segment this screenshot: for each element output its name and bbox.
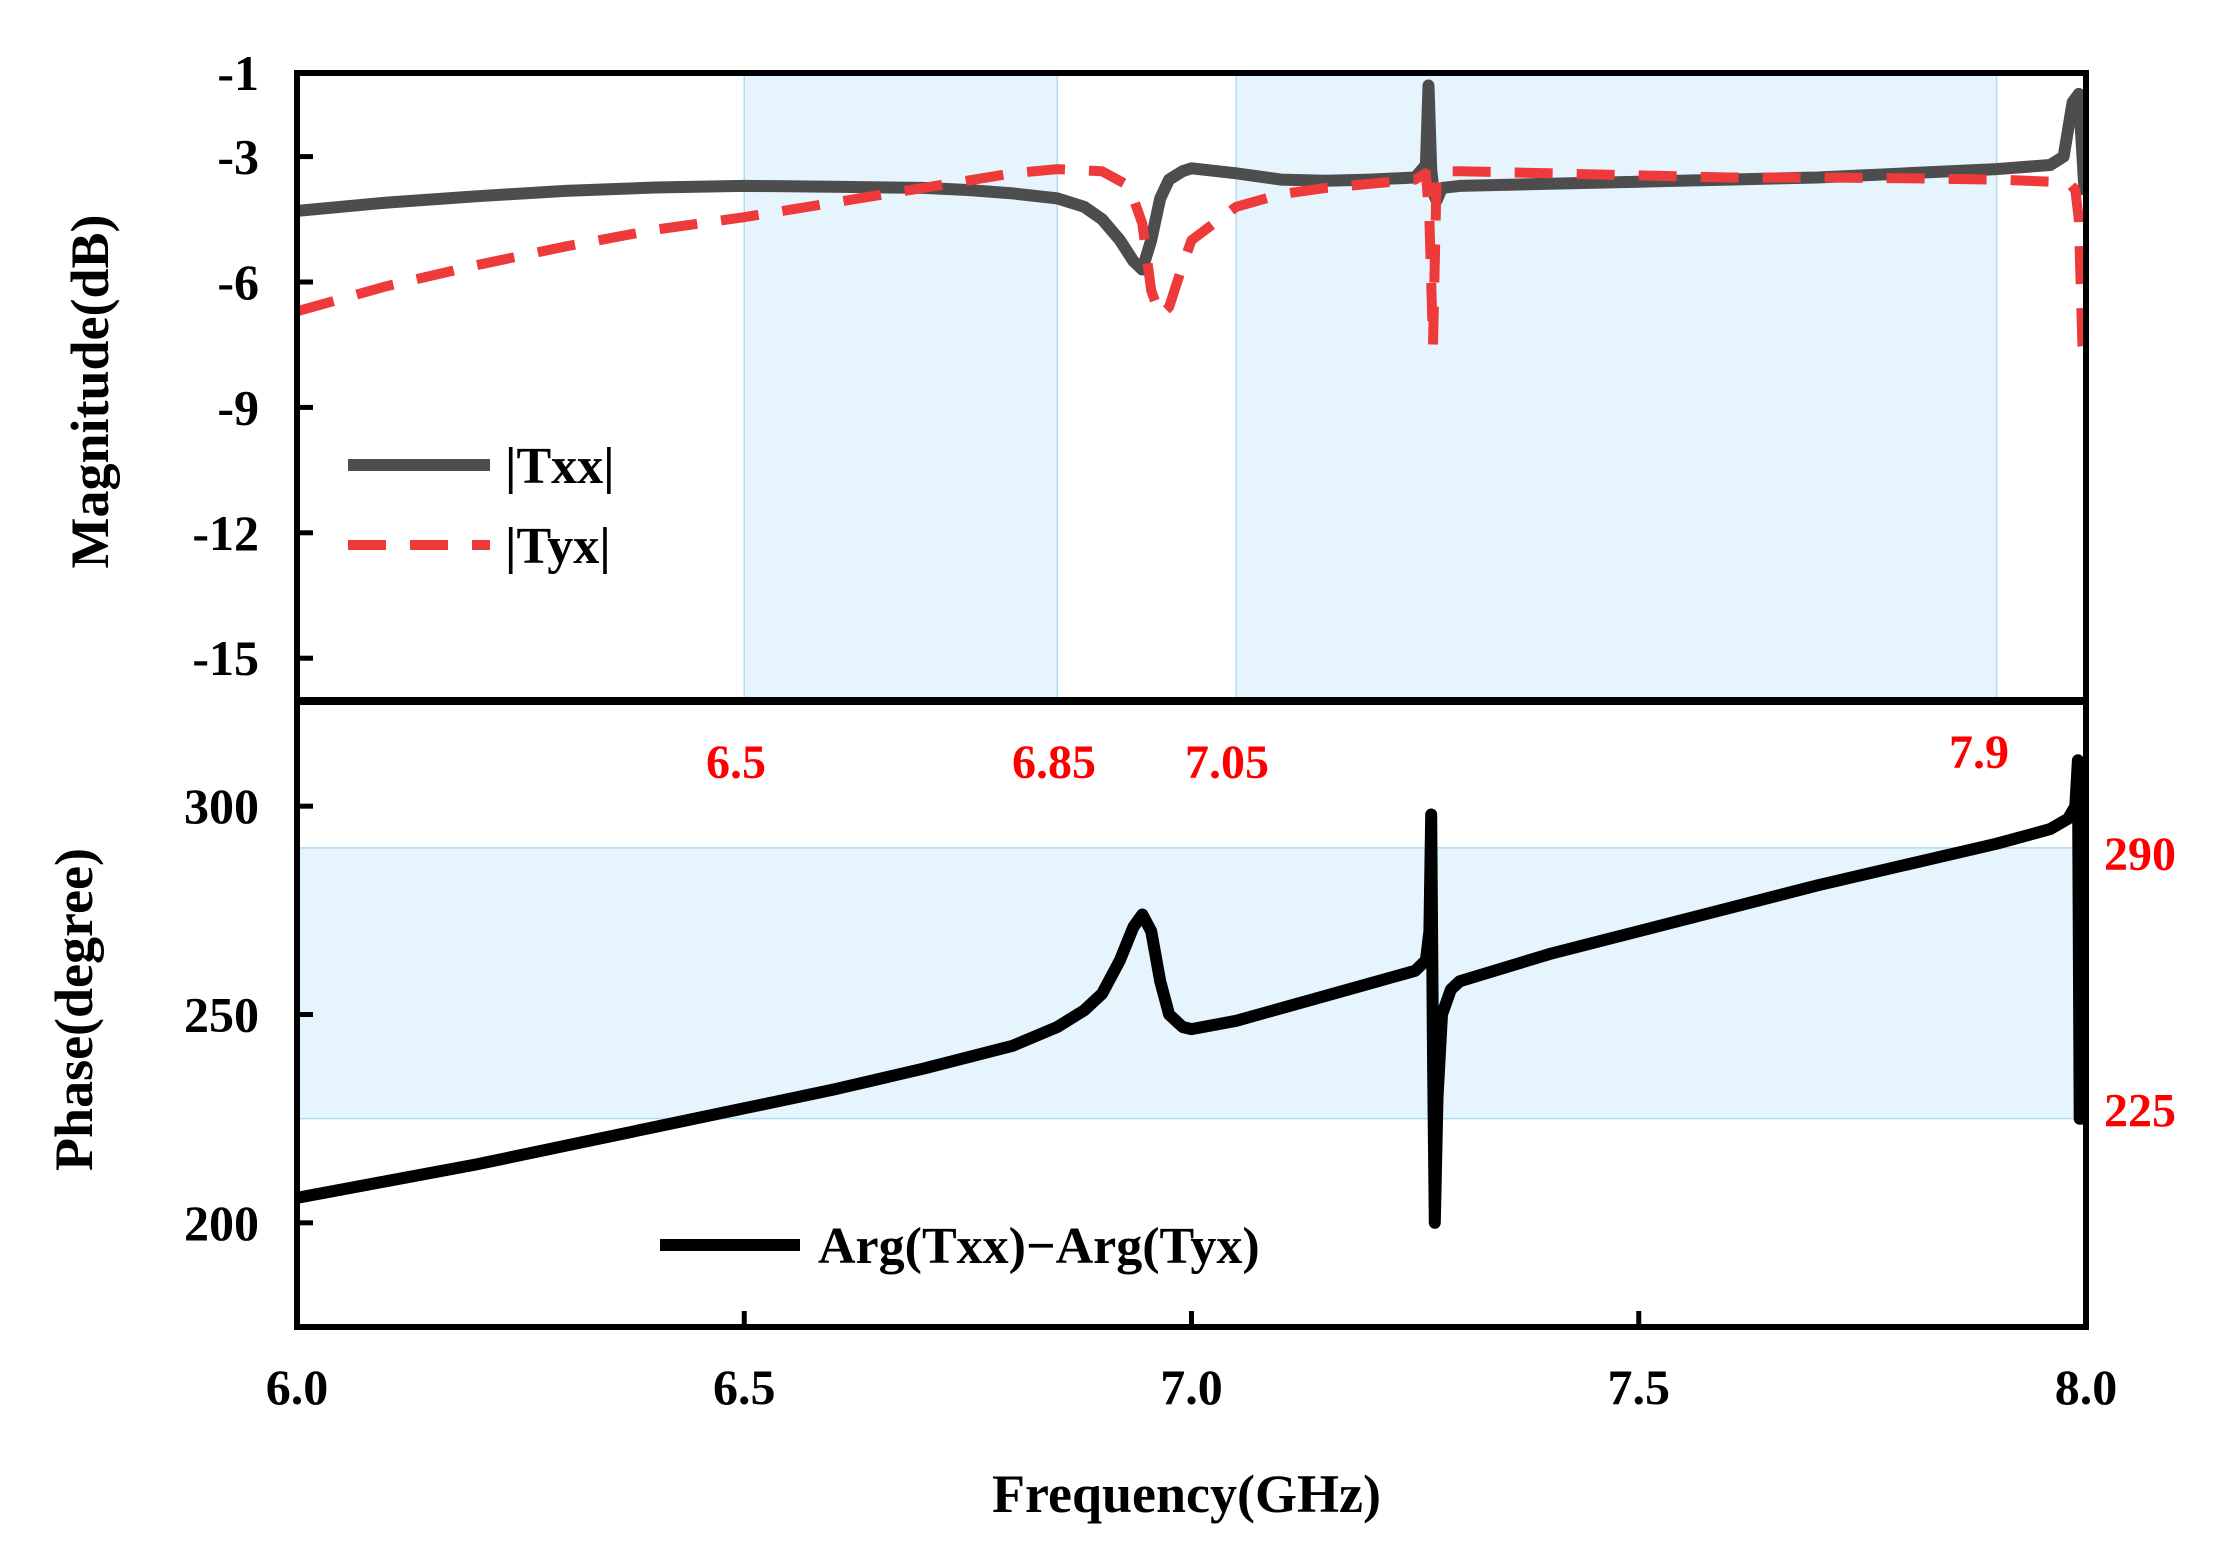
legend-label-phase: Arg(Txx)−Arg(Tyx) <box>818 1218 1260 1275</box>
x-tick-label: 6.5 <box>713 1359 776 1415</box>
annotation-x-6-85: 6.85 <box>1012 736 1096 789</box>
y-tick-label-magnitude: -12 <box>192 505 259 561</box>
phase-series-group <box>297 754 2086 1229</box>
y-tick-label-phase: 250 <box>184 987 259 1043</box>
annotation-x-7-9: 7.9 <box>1949 726 2009 779</box>
y-tick-label-magnitude: -15 <box>192 630 259 686</box>
y-tick-label-magnitude: -9 <box>217 379 259 435</box>
x-tick-label: 6.0 <box>266 1359 329 1415</box>
y-tick-label-magnitude: -3 <box>217 129 259 185</box>
magnitude-series-group <box>297 79 2086 367</box>
legend-label-txx: |Txx| <box>505 438 615 495</box>
text-layer: -1 -3 -6 -9 -12 -15 200 250 300 6.0 6.5 7.0 7.5 8.0 Fr… <box>44 45 2176 1524</box>
series-line-phase-difference <box>297 754 2086 1229</box>
y-tick-label-magnitude: -1 <box>217 45 259 101</box>
shaded-band-1 <box>744 73 1058 700</box>
x-tick-label: 7.0 <box>1160 1359 1223 1415</box>
series-layer <box>297 79 2086 1229</box>
legend-label-tyx: |Tyx| <box>505 518 611 575</box>
y-tick-label-magnitude: -6 <box>217 254 259 310</box>
y-axis-title-magnitude: Magnitude(dB) <box>60 214 120 568</box>
annotation-phase-290: 290 <box>2104 828 2176 881</box>
y-tick-label-phase: 300 <box>184 778 259 834</box>
frame-layer <box>294 70 2089 1330</box>
annotation-phase-225: 225 <box>2104 1085 2176 1138</box>
annotation-x-7-05: 7.05 <box>1185 736 1269 789</box>
x-axis-title: Frequency(GHz) <box>992 1464 1381 1524</box>
annotation-x-6-5: 6.5 <box>706 736 766 789</box>
y-tick-label-phase: 200 <box>184 1195 259 1251</box>
y-axis-title-phase: Phase(degree) <box>44 848 104 1171</box>
series-line-tyx <box>297 164 2086 367</box>
shaded-band-2 <box>1236 73 1997 700</box>
background-layer <box>297 73 2086 1120</box>
x-tick-label: 7.5 <box>1608 1359 1671 1415</box>
x-tick-label: 8.0 <box>2055 1359 2118 1415</box>
